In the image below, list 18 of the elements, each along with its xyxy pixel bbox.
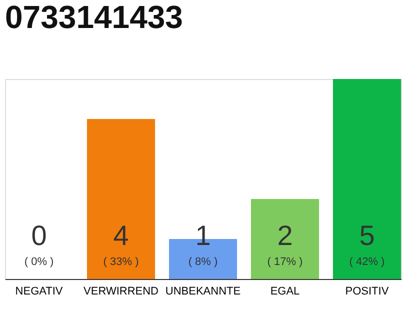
annotation: ( 33% ) [103,256,139,268]
data-label: 0 [31,220,47,251]
x-tick-label: VERWIRREND [84,286,159,298]
annotation: ( 8% ) [188,256,218,268]
bar [332,79,401,279]
annotation: ( 42% ) [349,256,385,268]
data-label: 2 [277,220,293,251]
annotation: ( 0% ) [24,256,54,268]
x-tick-label: EGAL [270,286,300,298]
data-label: 4 [113,220,129,251]
chart-title: 0733141433 [5,0,183,35]
data-label: 5 [359,220,375,251]
x-tick-label: POSITIV [345,286,390,298]
bar [250,199,320,279]
x-tick-label: UNBEKANNTE [165,286,241,298]
bar [86,119,156,279]
annotation: ( 17% ) [267,256,303,268]
x-tick-label: NEGATIV [15,286,64,298]
